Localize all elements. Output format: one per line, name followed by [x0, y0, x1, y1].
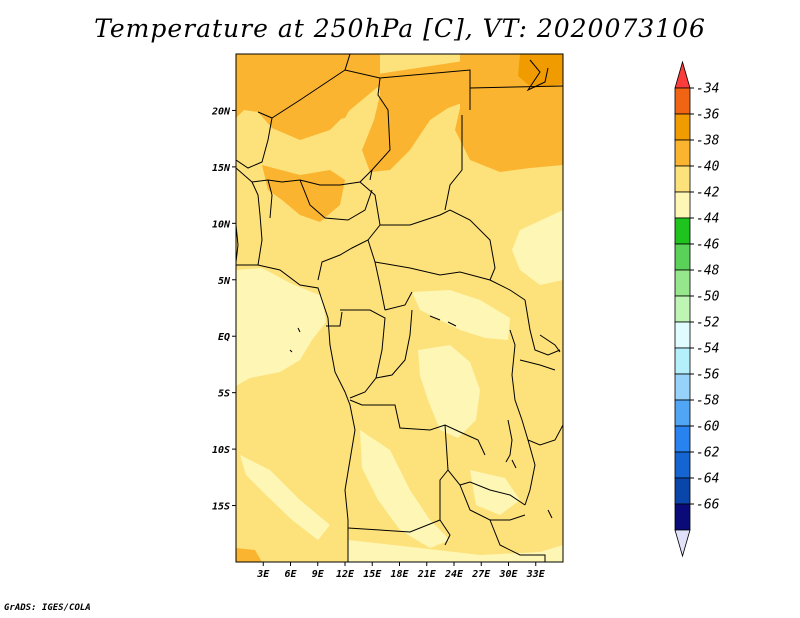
colorbar-label: -36 [696, 108, 720, 123]
colorbar-box [674, 87, 691, 115]
colorbar-box [674, 451, 691, 479]
colorbar-box [674, 399, 691, 427]
colorbar-box [674, 165, 691, 193]
x-tick-label: 33E [526, 569, 546, 580]
x-axis: 3E 6E 9E 12E 15E 18E 21E 24E 27E 30E 33E [256, 562, 546, 580]
field-niger-nigeria [262, 165, 345, 222]
x-tick-label: 21E [417, 569, 437, 580]
colorbar-label: -34 [696, 82, 719, 97]
colorbar: -34 -36 -38 -40 -42 -44 -46 -48 -50 -52 -54 -56 -58 -… [674, 60, 720, 558]
colorbar-label: -38 [696, 134, 720, 149]
field-southern-band [360, 430, 450, 548]
x-tick-label: 12E [336, 569, 355, 580]
colorbar-bottom-arrow [674, 529, 691, 558]
colorbar-box [674, 503, 691, 531]
field-peak-egypt [518, 54, 563, 88]
colorbar-box [674, 347, 691, 375]
colorbar-label: -54 [696, 342, 719, 357]
x-tick-label: 3E [256, 569, 270, 580]
y-tick-label: EQ [218, 332, 230, 343]
colorbar-box [674, 425, 691, 453]
colorbar-label: -42 [696, 186, 720, 201]
colorbar-label: -58 [696, 394, 720, 409]
colorbar-box [674, 269, 691, 297]
field-south-bottom [348, 540, 563, 562]
colorbar-label: -48 [696, 264, 720, 279]
y-tick-label: 20N [211, 106, 231, 117]
colorbar-top-arrow [674, 60, 691, 89]
x-tick-label: 9E [312, 569, 325, 580]
y-axis: 20N 15N 10N 5N EQ 5S 10S 15S [211, 106, 236, 513]
colorbar-box [674, 477, 691, 505]
y-tick-label: 10S [212, 445, 230, 456]
colorbar-label: -66 [696, 498, 720, 513]
colorbar-label: -40 [696, 160, 720, 175]
colorbar-box [674, 243, 691, 271]
colorbar-box [674, 321, 691, 349]
country-borders [236, 54, 563, 562]
x-tick-label: 27E [471, 569, 491, 580]
colorbar-box [674, 373, 691, 401]
colorbar-label: -46 [696, 238, 720, 253]
field-congo-central [418, 345, 480, 438]
colorbar-label: -50 [696, 290, 720, 305]
y-tick-label: 5S [218, 389, 230, 400]
x-tick-label: 6E [284, 569, 297, 580]
x-tick-label: 18E [390, 569, 409, 580]
colorbar-label: -60 [696, 420, 720, 435]
field-gulf-guinea [236, 268, 326, 386]
colorbar-label: -44 [696, 212, 719, 227]
colorbar-box [674, 139, 691, 167]
x-tick-label: 30E [498, 569, 518, 580]
field-north-central [362, 60, 470, 172]
temperature-field [236, 54, 563, 562]
colorbar-box [674, 295, 691, 323]
field-east-band [512, 210, 563, 285]
colorbar-label: -52 [696, 316, 720, 331]
x-tick-label: 24E [444, 569, 464, 580]
colorbar-label: -56 [696, 368, 720, 383]
field-southeast-patch [470, 470, 520, 515]
field-sw-corner [236, 548, 262, 562]
colorbar-box [674, 113, 691, 141]
y-tick-label: 15N [212, 163, 231, 174]
colorbar-box [674, 191, 691, 219]
field-southwest-band [240, 455, 330, 540]
x-tick-label: 15E [363, 569, 382, 580]
coastline [236, 59, 561, 562]
y-tick-label: 10N [212, 219, 231, 230]
map-title: Temperature at 250hPa [C], VT: 202007310… [94, 14, 706, 43]
field-north-west-2 [270, 68, 360, 125]
colorbar-label: -62 [696, 446, 720, 461]
y-tick-label: 15S [212, 502, 230, 513]
colorbar-box [674, 217, 691, 245]
colorbar-label: -64 [696, 472, 719, 487]
credit-text: GrADS: IGES/COLA [4, 603, 91, 613]
field-congo-north [412, 290, 510, 340]
y-tick-label: 5N [218, 276, 231, 287]
